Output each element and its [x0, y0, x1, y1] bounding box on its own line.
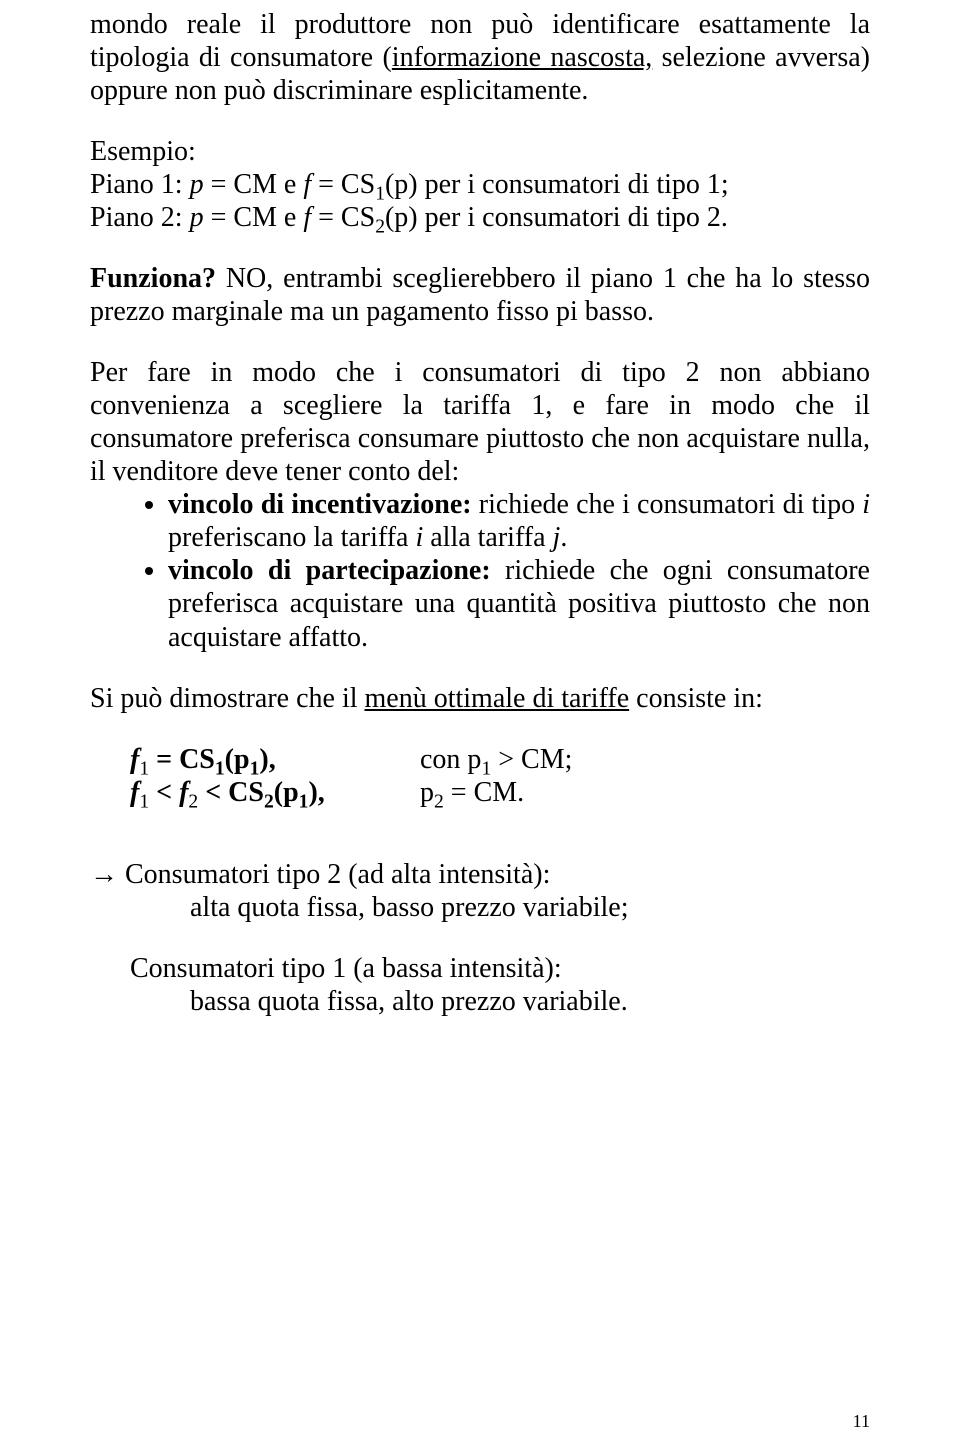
eq: = CS [149, 744, 215, 775]
constraint-list: vincolo di incentivazione: richiede che … [90, 488, 870, 653]
text: > CM; [491, 744, 572, 775]
consumer-type-2-title: → Consumatori tipo 2 (ad alta intensità)… [90, 857, 870, 891]
text: Piano 1: [90, 169, 190, 200]
paren-close: ), [259, 744, 275, 775]
subscript: 1 [139, 791, 149, 812]
paren: (p [225, 744, 250, 775]
text: = CS [311, 169, 375, 200]
consumer-type-2-desc: alta quota fissa, basso prezzo variabile… [90, 891, 870, 924]
paragraph-dimostrare: Si può dimostrare che il menù ottimale d… [90, 682, 870, 715]
subscript: 2 [434, 791, 444, 812]
constraint-title: vincolo di incentivazione: [168, 489, 472, 520]
paragraph-example: Esempio: Piano 1: p = CM e f = CS1(p) pe… [90, 135, 870, 234]
paragraph-intro: mondo reale il produttore non può identi… [90, 8, 870, 107]
subscript: 1 [375, 184, 385, 205]
text: = CM e [204, 169, 304, 200]
text-underline: menù ottimale di tariffe [365, 683, 630, 714]
list-item: vincolo di partecipazione: richiede che … [168, 554, 870, 653]
var-f: f [303, 169, 311, 200]
text: consiste in: [629, 683, 763, 714]
subscript: 2 [375, 217, 385, 238]
question: Funziona? [90, 263, 216, 294]
formula-right: p2 = CM. [420, 776, 524, 809]
text: Piano 2: [90, 202, 190, 233]
text: = CM. [444, 777, 524, 808]
text: richiede che i consumatori di tipo [472, 489, 863, 520]
paragraph-funziona: Funziona? NO, entrambi sceglierebbero il… [90, 262, 870, 328]
text: alla tariffa [423, 522, 552, 553]
document-page: mondo reale il produttore non può identi… [0, 0, 960, 1448]
var-f: f [130, 777, 139, 808]
text: preferiscano la tariffa [168, 522, 415, 553]
list-item: vincolo di incentivazione: richiede che … [168, 488, 870, 554]
subscript: 2 [188, 791, 198, 812]
paren: (p [274, 777, 299, 808]
paren-close: ), [308, 777, 324, 808]
text-underline: informazione nascosta, [392, 42, 652, 73]
consumer-type-1-desc: bassa quota fissa, alto prezzo variabile… [90, 985, 870, 1018]
paragraph-long: Per fare in modo che i consumatori di ti… [90, 356, 870, 488]
lt: < CS [198, 777, 264, 808]
var-p: p [190, 169, 204, 200]
lt: < [149, 777, 179, 808]
text: = CS [311, 202, 375, 233]
example-label: Esempio: [90, 136, 196, 167]
page-number: 11 [853, 1411, 870, 1432]
var-p: p [190, 202, 204, 233]
formula-row-2: f1 < f2 < CS2(p1), p2 = CM. [90, 776, 870, 809]
arrow-icon: → [90, 858, 118, 889]
text: p [420, 777, 434, 808]
var-f: f [130, 744, 139, 775]
text: Si può dimostrare che il [90, 683, 365, 714]
subscript: 2 [264, 791, 274, 812]
text: (p) per i consumatori di tipo 1; [385, 169, 729, 200]
formula-left: f1 < f2 < CS2(p1), [130, 776, 420, 809]
text: Consumatori tipo 2 (ad alta intensità): [118, 859, 550, 890]
formula-row-1: f1 = CS1(p1), con p1 > CM; [90, 743, 870, 776]
constraint-title: vincolo di partecipazione: [168, 555, 491, 586]
text: = CM e [204, 202, 304, 233]
var-f: f [303, 202, 311, 233]
var-i: i [862, 489, 870, 520]
subscript: 1 [299, 791, 309, 812]
text: con p [420, 744, 481, 775]
text: (p) per i consumatori di tipo 2. [385, 202, 728, 233]
text: . [560, 522, 567, 553]
consumer-type-1-title: Consumatori tipo 1 (a bassa intensità): [90, 952, 870, 985]
formula-right: con p1 > CM; [420, 743, 572, 776]
formula-left: f1 = CS1(p1), [130, 743, 420, 776]
